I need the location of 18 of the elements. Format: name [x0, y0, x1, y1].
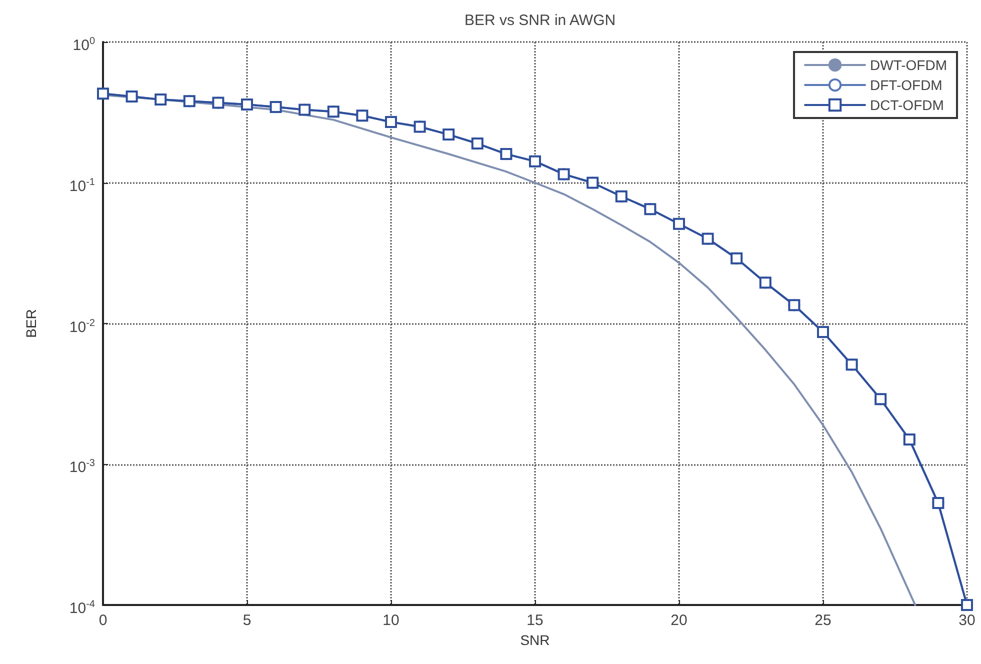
y-tick-label: 10$^{-1}$: [68, 176, 95, 196]
x-tick-label: 30: [958, 612, 976, 629]
y-tick-label: 10$^{0}$: [72, 35, 95, 55]
legend-label: DWT-OFDM: [870, 57, 948, 73]
y-tick-label: 10$^{-3}$: [68, 457, 95, 478]
legend-label: DCT-OFDM: [870, 97, 944, 113]
y-axis-title: BER: [23, 309, 39, 338]
x-tick-label: 10: [382, 612, 400, 629]
x-tick-label: 15: [526, 612, 544, 629]
x-tick-label: 0: [98, 612, 108, 629]
legend-label: DFT-OFDM: [870, 77, 942, 93]
y-tick-label: 10$^{-4}$: [68, 598, 95, 618]
chart-title: BER vs SNR in AWGN: [464, 12, 616, 29]
x-tick-label: 5: [242, 612, 252, 629]
x-axis-title: SNR: [520, 632, 550, 648]
x-tick-label: 25: [814, 612, 832, 629]
x-tick-label: 20: [670, 612, 688, 629]
y-tick-label: 10$^{-2}$: [69, 318, 95, 336]
